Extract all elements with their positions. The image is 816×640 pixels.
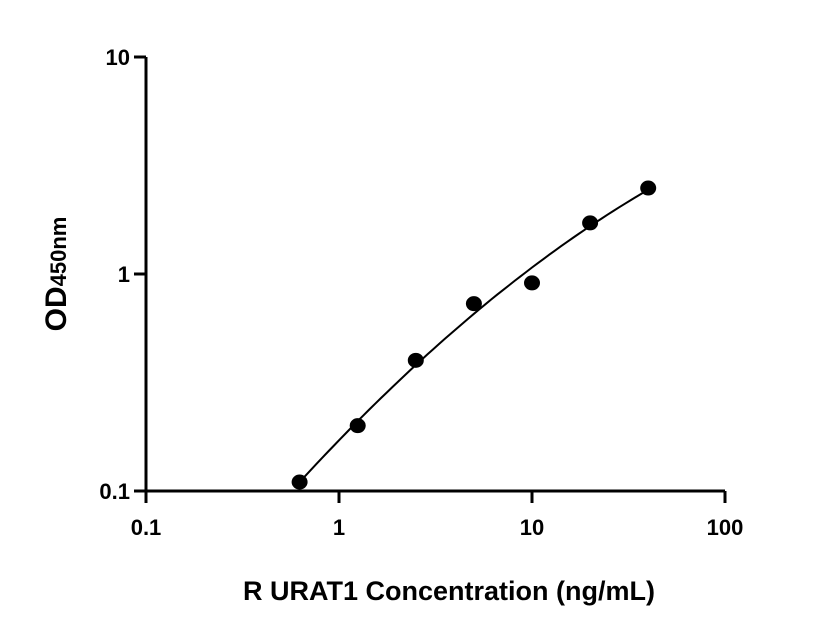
y-tick-label: 1: [118, 262, 130, 287]
data-point: [524, 275, 540, 291]
data-point: [640, 180, 657, 196]
y-axis-label: OD450nm: [40, 217, 73, 332]
data-points: [291, 180, 657, 490]
y-axis-label-main: OD: [40, 286, 73, 331]
y-tick-label: 10: [106, 45, 130, 70]
data-point: [291, 474, 308, 490]
x-tick-label: 0.1: [131, 515, 162, 540]
x-tick-label: 1: [333, 515, 345, 540]
data-point: [582, 215, 599, 231]
data-point: [349, 418, 366, 434]
data-point: [407, 352, 424, 368]
axes: 0.1 1 10 100 0.1 1 10: [99, 45, 743, 540]
x-tick-label: 10: [520, 515, 544, 540]
data-point: [465, 296, 482, 312]
x-tick-label: 100: [707, 515, 744, 540]
fit-curve: [298, 188, 649, 483]
y-axis-label-sub: 450nm: [46, 217, 71, 287]
x-axis-label: R URAT1 Concentration (ng/mL): [243, 576, 655, 606]
y-tick-label: 0.1: [99, 479, 130, 504]
